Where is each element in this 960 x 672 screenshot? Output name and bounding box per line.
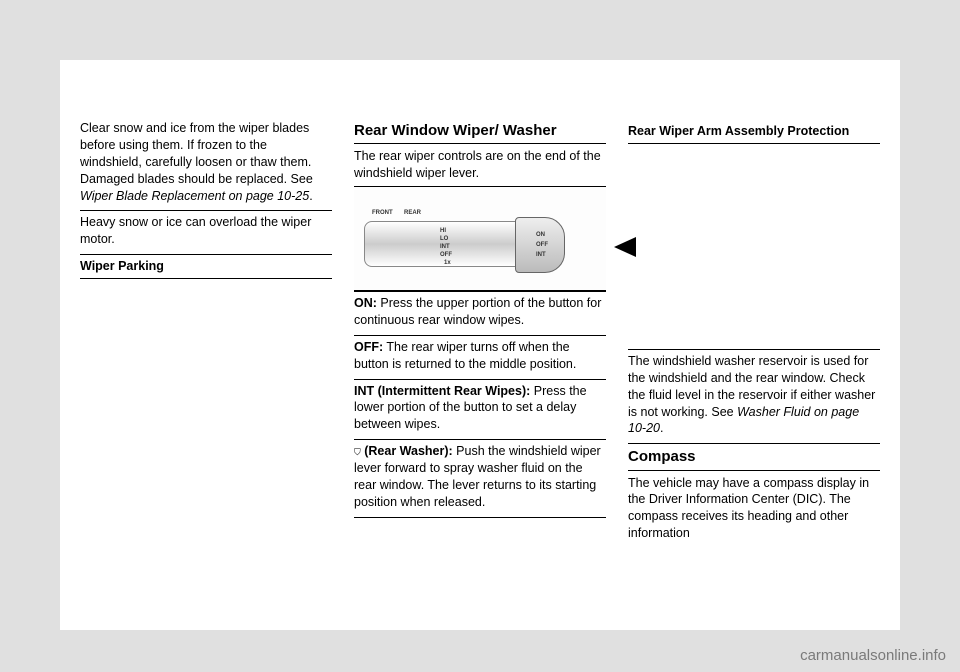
para-wiper-care: Clear snow and ice from the wiper blades…: [80, 120, 332, 210]
label-lo: LO: [440, 235, 448, 243]
label-int2: INT: [536, 251, 546, 259]
label-on-bold: ON:: [354, 296, 377, 310]
label-on: ON: [536, 231, 545, 239]
label-int-bold: INT (Intermittent Rear Wipes):: [354, 384, 530, 398]
label-hi: HI: [440, 227, 446, 235]
label-off: OFF: [440, 251, 452, 259]
label-front: FRONT: [372, 209, 393, 217]
arrow-indicator-icon: [614, 237, 636, 257]
lever-body: [364, 221, 564, 267]
text: Clear snow and ice from the wiper blades…: [80, 121, 313, 186]
label-1x: 1x: [444, 259, 451, 267]
heading-rear-washer: Rear Window Wiper/ Washer: [354, 120, 606, 144]
spacer: [628, 144, 880, 349]
text: The rear wiper turns off when the button…: [354, 340, 576, 371]
label-off-bold: OFF:: [354, 340, 383, 354]
heading-compass: Compass: [628, 443, 880, 470]
washer-icon: ⛉: [354, 447, 361, 457]
text: The rear wiper controls are on the end o…: [354, 149, 601, 180]
lever-diagram: FRONT REAR HI LO INT OFF 1x ON OFF INT: [354, 186, 606, 291]
text: .: [660, 421, 663, 435]
para-on: ON: Press the upper portion of the butto…: [354, 291, 606, 335]
para-int: INT (Intermittent Rear Wipes): Press the…: [354, 379, 606, 440]
label-rear-washer-bold: (Rear Washer):: [361, 444, 453, 458]
para-reservoir: The windshield washer reservoir is used …: [628, 349, 880, 443]
text: The vehicle may have a compass display i…: [628, 476, 869, 541]
column-1: Clear snow and ice from the wiper blades…: [80, 120, 332, 610]
text: Press the upper portion of the button fo…: [354, 296, 601, 327]
para-compass: The vehicle may have a compass display i…: [628, 475, 880, 549]
para-overload: Heavy snow or ice can overload the wiper…: [80, 210, 332, 254]
link-wiper-blade-replacement: Wiper Blade Replacement on page 10-25: [80, 189, 309, 203]
column-2: Rear Window Wiper/ Washer The rear wiper…: [354, 120, 606, 610]
heading-wiper-parking: Wiper Parking: [80, 254, 332, 279]
text: Heavy snow or ice can overload the wiper…: [80, 215, 311, 246]
column-3: Rear Wiper Arm Assembly Protection The w…: [628, 120, 880, 610]
heading-rear-arm-protection: Rear Wiper Arm Assembly Protection: [628, 120, 880, 144]
label-rear: REAR: [404, 209, 421, 217]
label-off2: OFF: [536, 241, 548, 249]
para-rear-washer: ⛉ (Rear Washer): Push the windshield wip…: [354, 439, 606, 518]
watermark-text: carmanualsonline.info: [800, 647, 946, 664]
label-int: INT: [440, 243, 450, 251]
para-off: OFF: The rear wiper turns off when the b…: [354, 335, 606, 379]
text: .: [309, 189, 312, 203]
manual-page: Clear snow and ice from the wiper blades…: [60, 60, 900, 630]
para-rear-controls: The rear wiper controls are on the end o…: [354, 148, 606, 186]
